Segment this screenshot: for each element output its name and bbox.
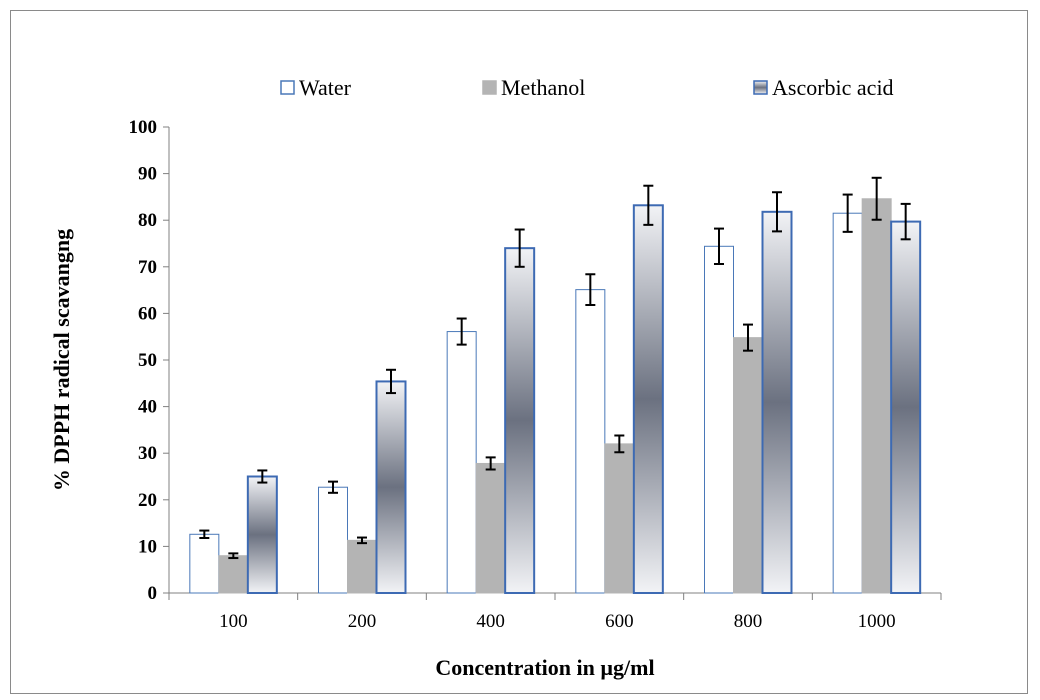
x-tick-label-600: 600 [605, 611, 634, 632]
y-tick-label: 100 [129, 117, 158, 138]
bar-chart: Water Methanol Ascorbic acid 0 10 20 30 40 50 60… [49, 75, 942, 680]
bar-methanol-200 [347, 539, 377, 594]
bar-ascorbic-acid-200 [375, 380, 407, 594]
x-tick-label-400: 400 [476, 611, 505, 632]
bar-water-1000 [832, 212, 863, 594]
bar-methanol-800 [733, 337, 763, 594]
legend-label-methanol: Methanol [501, 75, 585, 100]
y-tick-label: 80 [138, 210, 157, 231]
x-axis: 100 200 400 600 800 1000 [168, 592, 942, 632]
bar-methanol-400 [475, 462, 506, 594]
bar-ascorbic-acid-800 [761, 210, 793, 594]
bar-water-400 [446, 331, 477, 594]
legend-swatch-methanol [482, 80, 497, 95]
y-tick-label: 90 [138, 164, 157, 185]
x-tick-label-100: 100 [219, 611, 248, 632]
y-tick-label: 20 [138, 490, 157, 511]
bar-ascorbic-acid-1000 [890, 220, 922, 595]
bar-methanol-100 [218, 555, 249, 594]
bar-water-100 [189, 533, 220, 594]
legend-swatch-water [280, 80, 295, 95]
bar-ascorbic-acid-600 [632, 204, 664, 594]
x-tick-label-800: 800 [734, 611, 763, 632]
legend-label-water: Water [299, 75, 352, 100]
y-tick-label: 50 [138, 350, 157, 371]
y-tick-label: 30 [138, 443, 157, 464]
y-tick-label: 60 [138, 303, 157, 324]
bar-water-200 [318, 486, 348, 594]
y-tick-label: 10 [138, 536, 157, 557]
bar-water-600 [575, 289, 606, 594]
bar-ascorbic-acid-100 [246, 475, 278, 594]
bar-methanol-1000 [861, 198, 892, 594]
bar-water-800 [704, 245, 734, 594]
bars [189, 176, 922, 595]
y-tick-label: 0 [148, 583, 158, 604]
legend-swatch-ascorbic-acid [753, 80, 768, 95]
x-tick-label-200: 200 [348, 611, 377, 632]
y-tick-label: 40 [138, 397, 157, 418]
bar-methanol-600 [604, 443, 635, 594]
y-axis-title: % DPPH radical scavangng [49, 229, 74, 491]
y-tick-label: 70 [138, 257, 157, 278]
chart-frame: Water Methanol Ascorbic acid 0 10 20 30 40 50 60… [10, 10, 1028, 694]
y-axis: 0 10 20 30 40 50 60 70 80 90 100 [129, 117, 170, 604]
bar-ascorbic-acid-400 [504, 247, 536, 594]
legend: Water Methanol Ascorbic acid [280, 75, 894, 100]
legend-label-ascorbic-acid: Ascorbic acid [772, 75, 894, 100]
x-tick-label-1000: 1000 [858, 611, 896, 632]
x-axis-title: Concentration in µg/ml [435, 655, 654, 680]
